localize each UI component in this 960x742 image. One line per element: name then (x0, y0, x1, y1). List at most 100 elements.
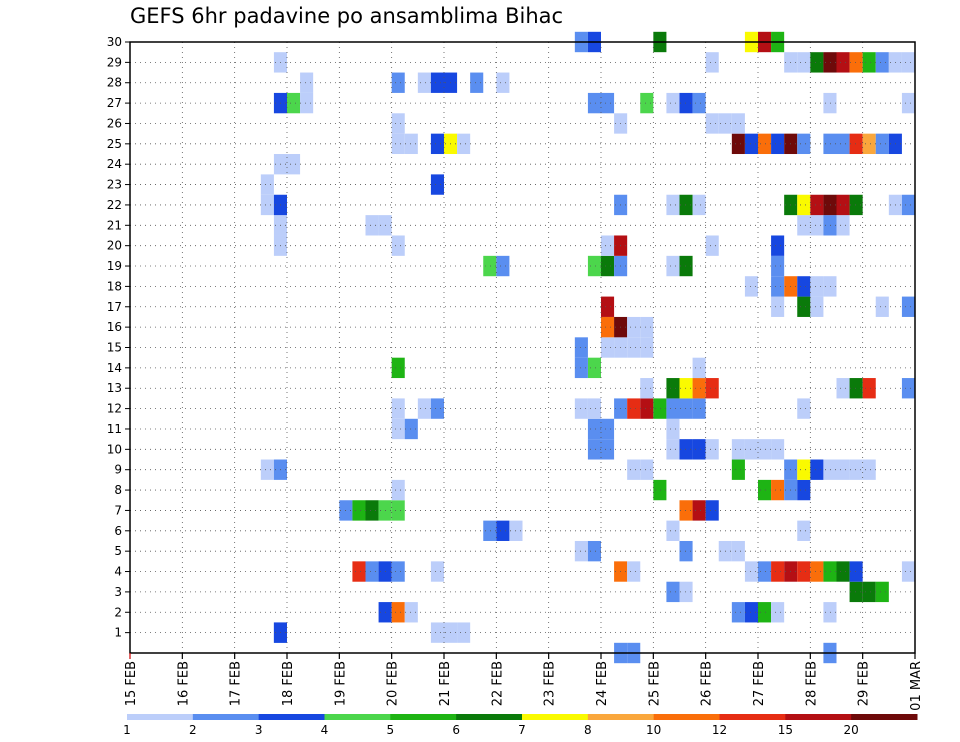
colorbar-label: 12 (712, 723, 727, 737)
colorbar-swatch (719, 714, 786, 720)
heatmap-cell (836, 52, 850, 73)
heatmap-cell (797, 215, 811, 236)
heatmap-cell (627, 316, 641, 338)
heatmap-cell (823, 602, 837, 623)
heatmap-cell (404, 418, 418, 440)
heatmap-cell (260, 194, 274, 216)
heatmap-cell (430, 72, 444, 93)
heatmap-cell (862, 378, 876, 399)
heatmap-cell (574, 398, 588, 419)
heatmap-cell (797, 479, 811, 501)
y-tick-label: 11 (107, 422, 122, 436)
colorbar-swatch (587, 714, 655, 720)
heatmap-cell (601, 92, 615, 114)
heatmap-cell (391, 561, 405, 582)
colorbar-swatch (653, 714, 720, 720)
heatmap-cell (731, 602, 745, 623)
chart-title: GEFS 6hr padavine po ansamblima Bihac (130, 4, 564, 28)
heatmap-cell (666, 520, 680, 541)
heatmap-cell (391, 113, 405, 134)
heatmap-cell (601, 255, 615, 277)
heatmap-cell (496, 72, 510, 93)
heatmap-cell (365, 500, 379, 521)
heatmap-cell (365, 215, 379, 236)
heatmap-cell (862, 52, 876, 73)
heatmap-cell (470, 72, 484, 93)
colorbar-swatch (258, 714, 325, 720)
x-tick-label: 17 FEB (229, 661, 244, 706)
heatmap-cell (391, 500, 405, 521)
heatmap-cell (823, 194, 837, 216)
heatmap-cell (771, 133, 785, 155)
heatmap-cell (810, 276, 824, 297)
heatmap-cell (679, 255, 693, 277)
heatmap-cell (404, 602, 418, 623)
colorbar-label: 5 (387, 723, 395, 737)
colorbar-swatch (192, 714, 260, 720)
heatmap-cell (744, 276, 758, 297)
y-tick-label: 18 (107, 279, 122, 293)
heatmap-cell (679, 194, 693, 216)
y-tick-label: 5 (114, 544, 122, 558)
x-tick-label: 20 FEB (386, 661, 401, 706)
heatmap-cell (731, 439, 745, 460)
heatmap-cell (640, 459, 654, 480)
heatmap-cell (731, 459, 745, 480)
colorbar-label: 15 (778, 723, 793, 737)
heatmap-cell (653, 479, 667, 501)
y-tick-label: 20 (107, 239, 122, 253)
x-tick-label: 29 FEB (857, 661, 872, 706)
heatmap-cell (679, 398, 693, 419)
heatmap-cell (862, 133, 876, 155)
heatmap-cell (862, 459, 876, 480)
heatmap-cell (587, 418, 601, 440)
heatmap-cell (300, 72, 314, 93)
heatmap-cell (666, 439, 680, 460)
heatmap-cell (901, 52, 915, 73)
heatmap-cell (692, 439, 706, 460)
heatmap-cell (823, 92, 837, 114)
x-tick-label: 01 MAR (909, 661, 924, 711)
heatmap-cell (758, 561, 772, 582)
cells-layer (260, 31, 915, 664)
heatmap-cell (823, 52, 837, 73)
heatmap-cell (771, 479, 785, 501)
heatmap-cell (574, 337, 588, 358)
y-tick-label: 6 (114, 524, 122, 538)
heatmap-cell (901, 561, 915, 582)
heatmap-cell (666, 194, 680, 216)
x-tick-label: 28 FEB (804, 661, 819, 706)
heatmap-cell (653, 398, 667, 419)
heatmap-cell (771, 276, 785, 297)
heatmap-cell (666, 398, 680, 419)
heatmap-cell (836, 215, 850, 236)
heatmap-cell (457, 133, 471, 155)
heatmap-cell (601, 296, 615, 317)
heatmap-cell (430, 398, 444, 419)
y-tick-label: 23 (107, 178, 122, 192)
colorbar-label: 3 (255, 723, 263, 737)
y-tick-label: 9 (114, 463, 122, 477)
heatmap-cell (692, 500, 706, 521)
heatmap-cell (352, 500, 366, 521)
heatmap-cell (758, 479, 772, 501)
heatmap-cell (771, 235, 785, 256)
grid-layer (130, 41, 915, 653)
colorbar-swatch (324, 714, 391, 720)
heatmap-cell (875, 52, 889, 73)
x-tick-label: 16 FEB (176, 661, 191, 706)
colorbar-label: 7 (518, 723, 526, 737)
heatmap-cell (391, 602, 405, 623)
heatmap-cell (849, 581, 863, 603)
heatmap-cell (692, 194, 706, 216)
heatmap-cell (797, 520, 811, 541)
heatmap-cell (496, 520, 510, 541)
heatmap-cell (849, 133, 863, 155)
colorbar-label: 10 (646, 723, 661, 737)
colorbar-swatch (785, 714, 852, 720)
heatmap-cell (862, 581, 876, 603)
x-tick-label: 21 FEB (438, 661, 453, 706)
heatmap-cell (771, 561, 785, 582)
colorbar-swatch (522, 714, 589, 720)
